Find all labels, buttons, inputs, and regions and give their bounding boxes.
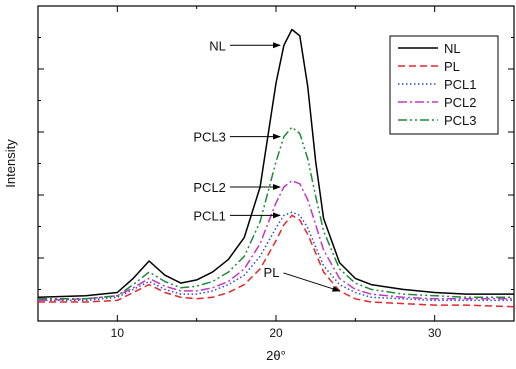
legend-label-pcl1: PCL1 bbox=[444, 77, 477, 92]
legend-label-pcl2: PCL2 bbox=[444, 95, 477, 110]
annotation-layer: NL PCL3 PCL2 PCL1 PL bbox=[193, 38, 341, 292]
y-axis-ticks bbox=[38, 37, 514, 290]
x-tick-label: 10 bbox=[111, 326, 125, 340]
x-tick-label: 20 bbox=[269, 326, 283, 340]
series-line-pcl3 bbox=[38, 126, 514, 300]
series-line-pcl1 bbox=[38, 211, 514, 302]
series-layer bbox=[37, 28, 515, 308]
annotation-label-nl: NL bbox=[209, 38, 226, 53]
legend-label-pcl3: PCL3 bbox=[444, 113, 477, 128]
y-axis-title: Intensity bbox=[3, 139, 18, 188]
annotation-label-pcl1: PCL1 bbox=[193, 208, 226, 223]
legend: NL PL PCL1 PCL2 PCL3 bbox=[389, 35, 499, 135]
annotation-arrow bbox=[283, 272, 341, 292]
x-axis-ticks: 10 20 30 bbox=[37, 6, 515, 340]
legend-label-pl: PL bbox=[444, 59, 460, 74]
annotation-label-pcl3: PCL3 bbox=[193, 130, 226, 145]
legend-label-nl: NL bbox=[444, 41, 461, 56]
x-tick-label: 30 bbox=[428, 326, 442, 340]
series-line-pl bbox=[38, 214, 515, 308]
legend-box bbox=[389, 35, 499, 135]
annotation-label-pcl2: PCL2 bbox=[193, 180, 226, 195]
series-line-pcl2 bbox=[37, 179, 514, 302]
x-axis-title: 2θ° bbox=[266, 348, 286, 363]
series-line-nl bbox=[37, 28, 514, 299]
annotation-label-pl: PL bbox=[264, 265, 280, 280]
